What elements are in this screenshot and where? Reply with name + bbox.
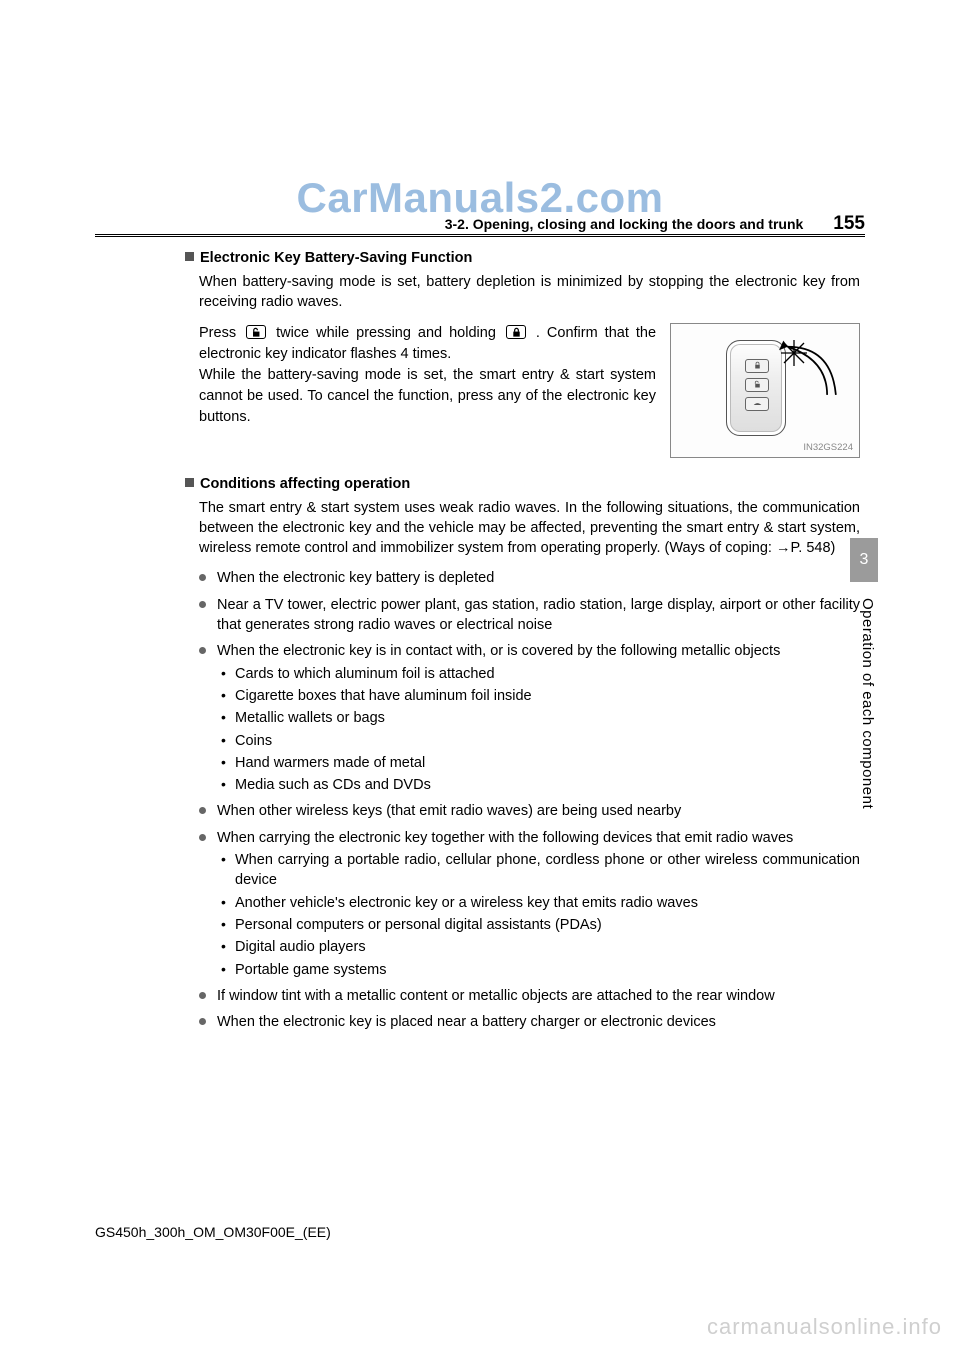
- list-item: When carrying a portable radio, cellular…: [221, 850, 860, 891]
- lock-icon: [506, 325, 526, 339]
- intro-battery-saving: When battery-saving mode is set, battery…: [199, 272, 860, 313]
- list-item: Personal computers or personal digital a…: [221, 915, 860, 935]
- figure-label: IN32GS224: [803, 442, 853, 453]
- list-item: When the electronic key is placed near a…: [199, 1012, 860, 1032]
- sub-list: When carrying a portable radio, cellular…: [217, 850, 860, 980]
- fob-unlock-icon: [745, 378, 769, 392]
- list-item: Metallic wallets or bags: [221, 708, 860, 728]
- list-item: Hand warmers made of metal: [221, 753, 860, 773]
- heading-text: Conditions affecting operation: [200, 476, 410, 492]
- key-fob-figure: IN32GS224: [670, 323, 860, 458]
- intro-conditions: The smart entry & start system uses weak…: [199, 498, 860, 559]
- list-item-text: When the electronic key is in contact wi…: [217, 643, 780, 659]
- list-item: When carrying the electronic key togethe…: [199, 828, 860, 980]
- heading-conditions: Conditions affecting operation: [185, 476, 860, 492]
- key-fob-icon: [726, 340, 786, 436]
- fob-trunk-icon: [745, 397, 769, 411]
- list-item: Another vehicle's electronic key or a wi…: [221, 893, 860, 913]
- unlock-icon: [246, 325, 266, 339]
- list-item: Near a TV tower, electric power plant, g…: [199, 595, 860, 636]
- list-item: If window tint with a metallic content o…: [199, 986, 860, 1006]
- list-item: Digital audio players: [221, 937, 860, 957]
- press-instructions: Press twice while pressing and holding .…: [199, 323, 656, 458]
- page-content: Electronic Key Battery-Saving Function W…: [185, 250, 860, 1038]
- watermark-bottom: carmanualsonline.info: [707, 1314, 942, 1340]
- side-tab-chapter: 3: [850, 538, 878, 582]
- list-item: When the electronic key is in contact wi…: [199, 641, 860, 795]
- list-item-text: When carrying the electronic key togethe…: [217, 830, 793, 846]
- sub-list: Cards to which aluminum foil is attached…: [217, 664, 860, 796]
- list-item: When other wireless keys (that emit radi…: [199, 801, 860, 821]
- heading-battery-saving: Electronic Key Battery-Saving Function: [185, 250, 860, 266]
- while-text: While the battery-saving mode is set, th…: [199, 367, 656, 425]
- header-rule: [95, 234, 865, 237]
- footer-doc-code: GS450h_300h_OM_OM30F00E_(EE): [95, 1224, 331, 1240]
- page-number: 155: [833, 213, 865, 235]
- section-label: 3-2. Opening, closing and locking the do…: [445, 216, 804, 232]
- square-bullet-icon: [185, 478, 194, 487]
- list-item: Portable game systems: [221, 960, 860, 980]
- list-item: When the electronic key battery is deple…: [199, 568, 860, 588]
- press-text-a: Press: [199, 325, 243, 341]
- list-item: Media such as CDs and DVDs: [221, 775, 860, 795]
- list-item: Cigarette boxes that have aluminum foil …: [221, 686, 860, 706]
- row-press-figure: Press twice while pressing and holding .…: [199, 323, 860, 458]
- heading-text: Electronic Key Battery-Saving Function: [200, 250, 472, 266]
- side-tab-label: Operation of each component: [859, 598, 876, 809]
- list-item: Coins: [221, 731, 860, 751]
- list-item: Cards to which aluminum foil is attached: [221, 664, 860, 684]
- square-bullet-icon: [185, 252, 194, 261]
- pointer-arrow-icon: [779, 338, 849, 408]
- conditions-list: When the electronic key battery is deple…: [185, 568, 860, 1032]
- page-header: 3-2. Opening, closing and locking the do…: [95, 213, 865, 235]
- fob-lock-icon: [745, 359, 769, 373]
- press-text-b: twice while pressing and holding: [276, 325, 503, 341]
